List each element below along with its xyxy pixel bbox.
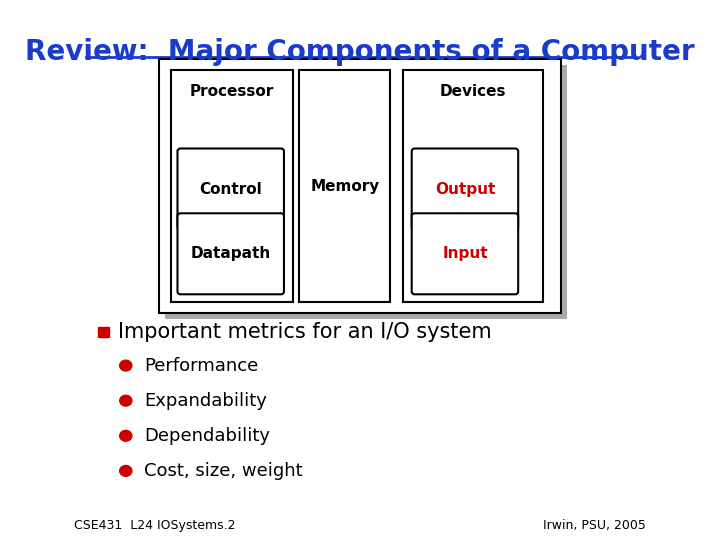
FancyBboxPatch shape — [412, 213, 518, 294]
Text: Important metrics for an I/O system: Important metrics for an I/O system — [119, 322, 492, 342]
FancyBboxPatch shape — [182, 153, 289, 234]
Text: Processor: Processor — [190, 84, 274, 99]
Text: Performance: Performance — [144, 356, 258, 375]
Text: Irwin, PSU, 2005: Irwin, PSU, 2005 — [543, 519, 646, 532]
Bar — [176, 75, 298, 307]
FancyBboxPatch shape — [178, 148, 284, 230]
Text: Input: Input — [442, 246, 487, 261]
FancyBboxPatch shape — [417, 218, 523, 299]
Text: Review:  Major Components of a Computer: Review: Major Components of a Computer — [25, 38, 695, 66]
Text: Control: Control — [199, 181, 262, 197]
Bar — [99, 327, 109, 337]
Text: Expandability: Expandability — [144, 392, 267, 410]
Bar — [171, 70, 293, 302]
FancyBboxPatch shape — [412, 148, 518, 230]
Circle shape — [120, 465, 132, 476]
Bar — [300, 70, 390, 302]
Text: Output: Output — [435, 181, 495, 197]
FancyBboxPatch shape — [182, 218, 289, 299]
Bar — [402, 70, 542, 302]
Circle shape — [120, 395, 132, 406]
Circle shape — [120, 430, 132, 441]
Bar — [159, 59, 561, 313]
Text: Datapath: Datapath — [191, 246, 271, 261]
Bar — [304, 75, 395, 307]
Text: Devices: Devices — [439, 84, 505, 99]
Circle shape — [120, 360, 132, 371]
Bar — [408, 75, 547, 307]
FancyBboxPatch shape — [178, 213, 284, 294]
Text: CSE431  L24 IOSystems.2: CSE431 L24 IOSystems.2 — [74, 519, 235, 532]
Text: Cost, size, weight: Cost, size, weight — [144, 462, 302, 480]
FancyBboxPatch shape — [417, 153, 523, 234]
Text: Dependability: Dependability — [144, 427, 270, 445]
Bar — [166, 65, 567, 319]
Text: Memory: Memory — [310, 179, 379, 194]
